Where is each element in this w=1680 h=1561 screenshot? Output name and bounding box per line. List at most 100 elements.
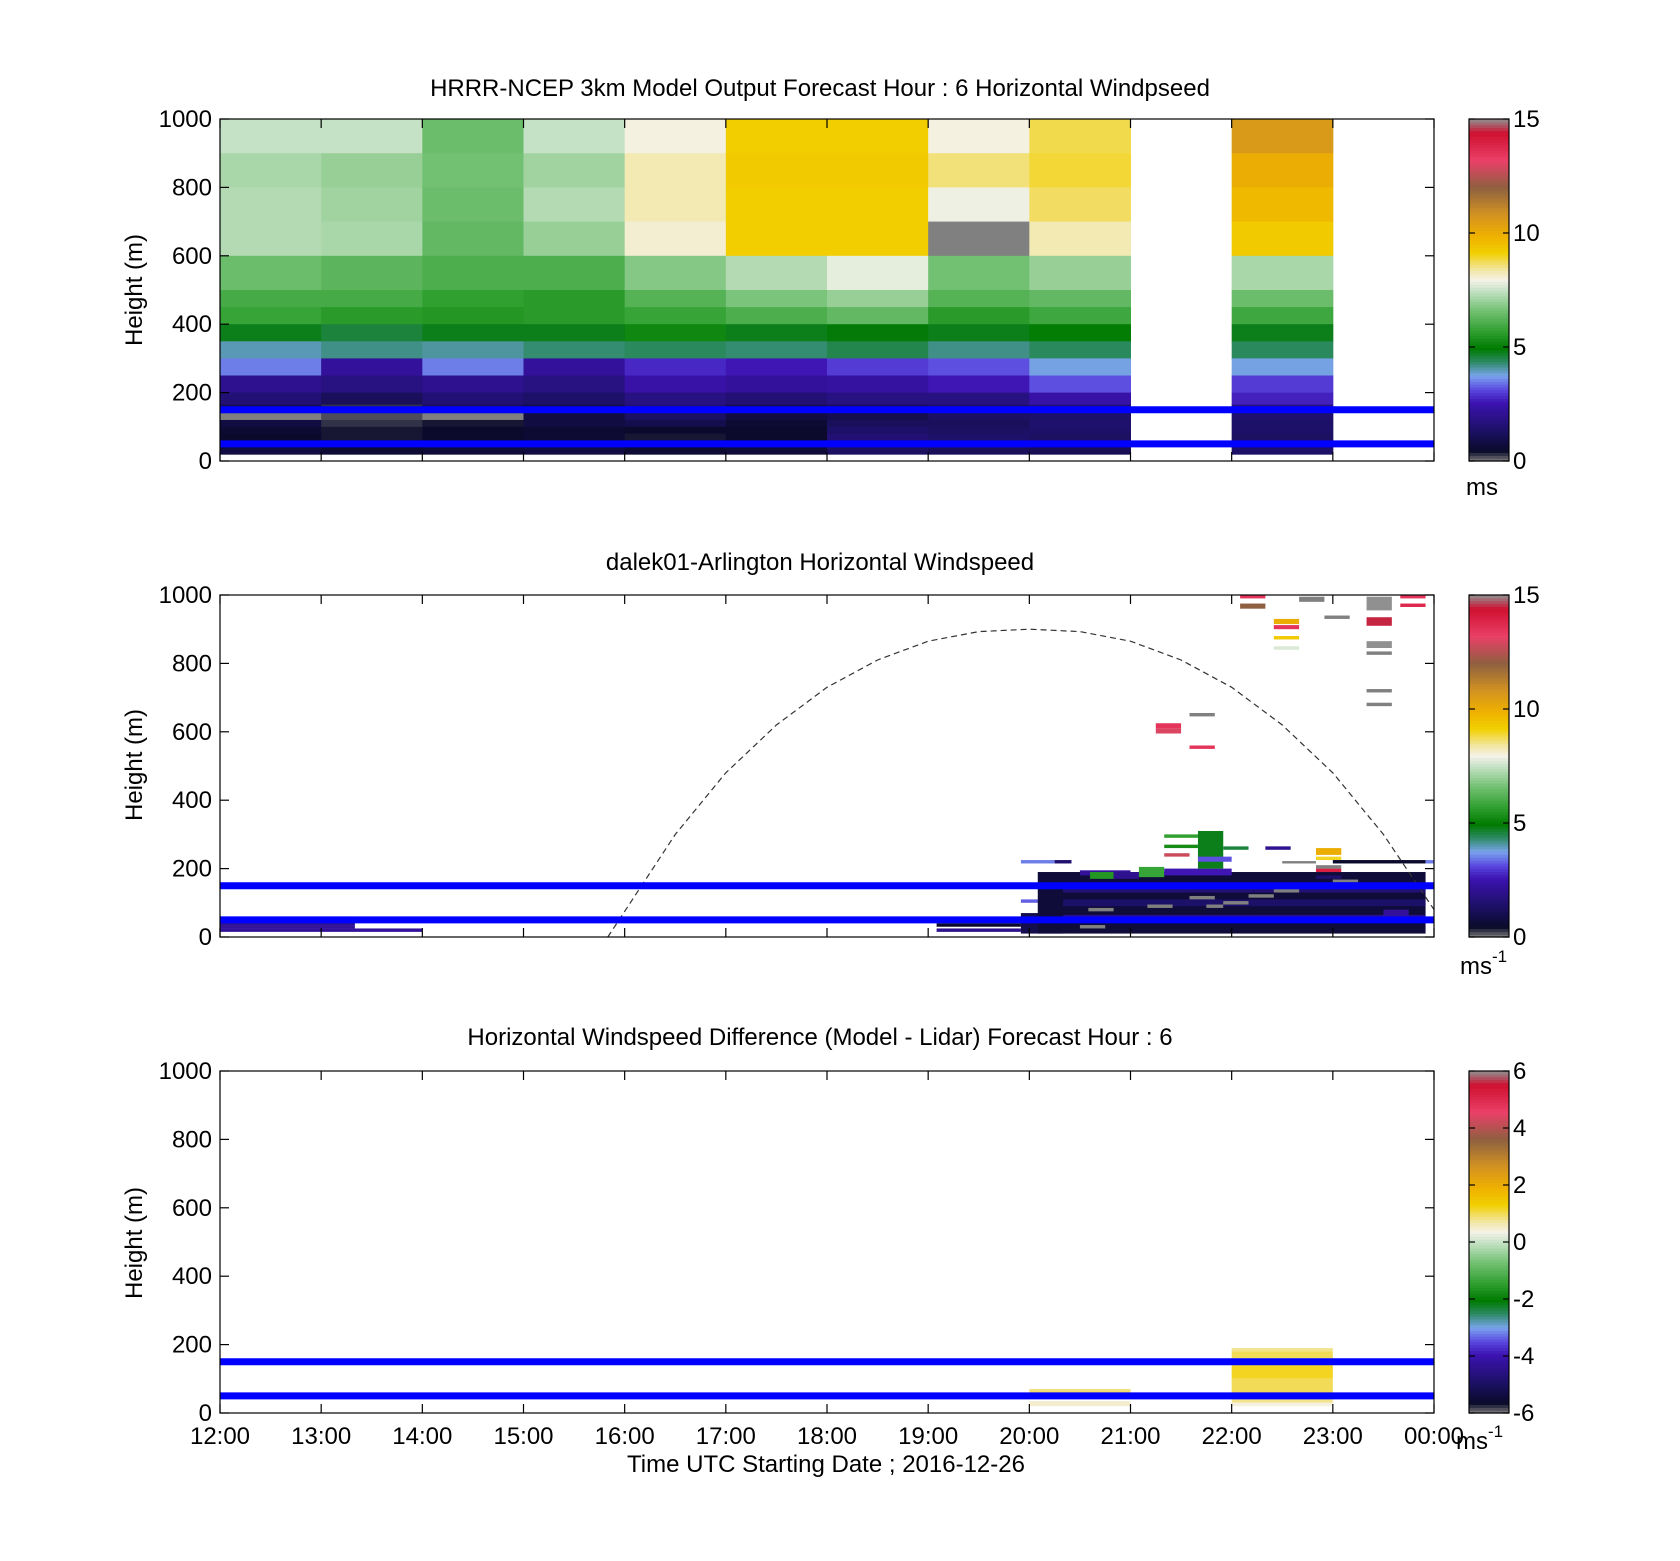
colorbar-segment (1469, 600, 1509, 605)
colorbar-segment (1469, 880, 1509, 884)
colorbar-segment (1469, 1347, 1509, 1351)
heatmap-cell (1155, 728, 1182, 734)
heatmap-cell (624, 358, 727, 376)
colorbar-segment (1469, 213, 1509, 217)
colorbar-segment (1469, 458, 1509, 462)
heatmap-cell (321, 187, 423, 223)
colorbar-tick-label: 15 (1513, 106, 1540, 133)
heatmap-cell (1029, 1389, 1131, 1393)
colorbar-segment (1469, 711, 1509, 716)
heatmap-cell (523, 419, 626, 428)
colorbar-tick-label: 0 (1513, 1229, 1526, 1256)
heatmap-cell (725, 153, 828, 188)
heatmap-cell (220, 187, 322, 223)
colorbar-segment (1469, 683, 1509, 687)
heatmap-cell (1113, 872, 1139, 879)
colorbar-segment (1469, 124, 1509, 129)
colorbar-segment (1469, 1367, 1509, 1371)
colorbar-segment (1469, 452, 1509, 456)
colorbar-segment (1469, 691, 1509, 696)
heatmap-cell (928, 426, 1030, 435)
colorbar-segment (1469, 891, 1509, 895)
colorbar-segment (1469, 689, 1509, 693)
colorbar-frame (1468, 118, 1510, 462)
colorbar-segment (1469, 1279, 1509, 1283)
heatmap-cell (422, 426, 524, 435)
colorbar-segment (1469, 398, 1509, 402)
y-tick-label: 200 (172, 380, 212, 407)
colorbar-segment (1469, 147, 1509, 151)
colorbar-segment (1469, 207, 1509, 211)
heatmap-cell (1155, 723, 1182, 729)
y-tick-label: 600 (172, 719, 212, 746)
heatmap-cell (1315, 868, 1342, 873)
difference-title: Horizontal Windspeed Difference (Model -… (467, 1024, 1172, 1051)
y-tick-label: 400 (172, 787, 212, 814)
colorbar-segment (1469, 669, 1509, 673)
colorbar-segment (1469, 783, 1509, 787)
colorbar-segment (1469, 455, 1509, 459)
colorbar-segment (1469, 1093, 1509, 1098)
colorbar-segment (1469, 860, 1509, 864)
colorbar-segment (1469, 386, 1509, 391)
heatmap-cell (1273, 636, 1300, 640)
colorbar-segment (1469, 1239, 1509, 1243)
heatmap-cell (1231, 187, 1334, 223)
colorbar-segment (1469, 327, 1509, 331)
colorbar-segment (1469, 372, 1509, 377)
colorbar-segment (1469, 304, 1509, 308)
heatmap-cell (220, 255, 322, 291)
heatmap-cell (1029, 307, 1131, 325)
colorbar-segment (1469, 734, 1509, 739)
model-title: HRRR-NCEP 3km Model Output Forecast Hour… (430, 75, 1210, 102)
heatmap-cell (1231, 426, 1334, 435)
colorbar-segment (1469, 640, 1509, 645)
colorbar-segment (1469, 1230, 1509, 1235)
model-ylabel: Height (m) (121, 234, 148, 346)
colorbar-segment (1469, 318, 1509, 322)
heatmap-cell (523, 426, 626, 435)
colorbar-segment (1469, 1190, 1509, 1195)
heatmap-cell (1231, 375, 1334, 394)
colorbar-segment (1469, 1159, 1509, 1163)
colorbar-segment (1469, 1370, 1509, 1374)
colorbar-segment (1469, 164, 1509, 169)
colorbar-segment (1469, 161, 1509, 166)
heatmap-cell (928, 375, 1030, 394)
colorbar-segment (1469, 1162, 1509, 1166)
colorbar-segment (1469, 1110, 1509, 1115)
heatmap-cell (422, 324, 524, 342)
heatmap-cell (523, 341, 626, 359)
colorbar-segment (1469, 785, 1509, 790)
x-axis-label: Time UTC Starting Date ; 2016-12-26 (627, 1451, 1025, 1478)
heatmap-cell (1231, 153, 1334, 188)
colorbar-segment (1469, 899, 1509, 904)
heatmap-cell (624, 324, 727, 342)
colorbar-segment (1469, 885, 1509, 890)
heatmap-cell (1332, 879, 1359, 883)
lidar-x-ticks (219, 595, 1435, 937)
colorbar-segment (1469, 215, 1509, 220)
heatmap-cell (928, 307, 1030, 325)
lidar-colorbar-unit-exponent: -1 (1492, 947, 1507, 966)
colorbar-segment (1469, 1079, 1509, 1083)
y-tick-label: 0 (199, 1400, 212, 1427)
colorbar-segment (1469, 381, 1509, 385)
colorbar-segment (1469, 187, 1509, 191)
colorbar-segment (1469, 1128, 1509, 1132)
heatmap-cell (220, 925, 355, 929)
colorbar-segment (1469, 1316, 1509, 1320)
colorbar-segment (1469, 811, 1509, 816)
colorbar-segment (1469, 361, 1509, 365)
colorbar-segment (1469, 922, 1509, 927)
colorbar-segment (1469, 709, 1509, 713)
model-heatmap (220, 119, 1334, 455)
colorbar-segment (1469, 138, 1509, 143)
difference-colorbar-unit-base: ms (1456, 1428, 1488, 1455)
heatmap-cell (1282, 861, 1316, 864)
colorbar-segment (1469, 882, 1509, 887)
heatmap-cell (220, 307, 322, 325)
x-tick-label: 20:00 (999, 1423, 1059, 1450)
colorbar-segment (1469, 136, 1509, 140)
lidar-colorbar-unit-base: ms (1460, 953, 1492, 980)
